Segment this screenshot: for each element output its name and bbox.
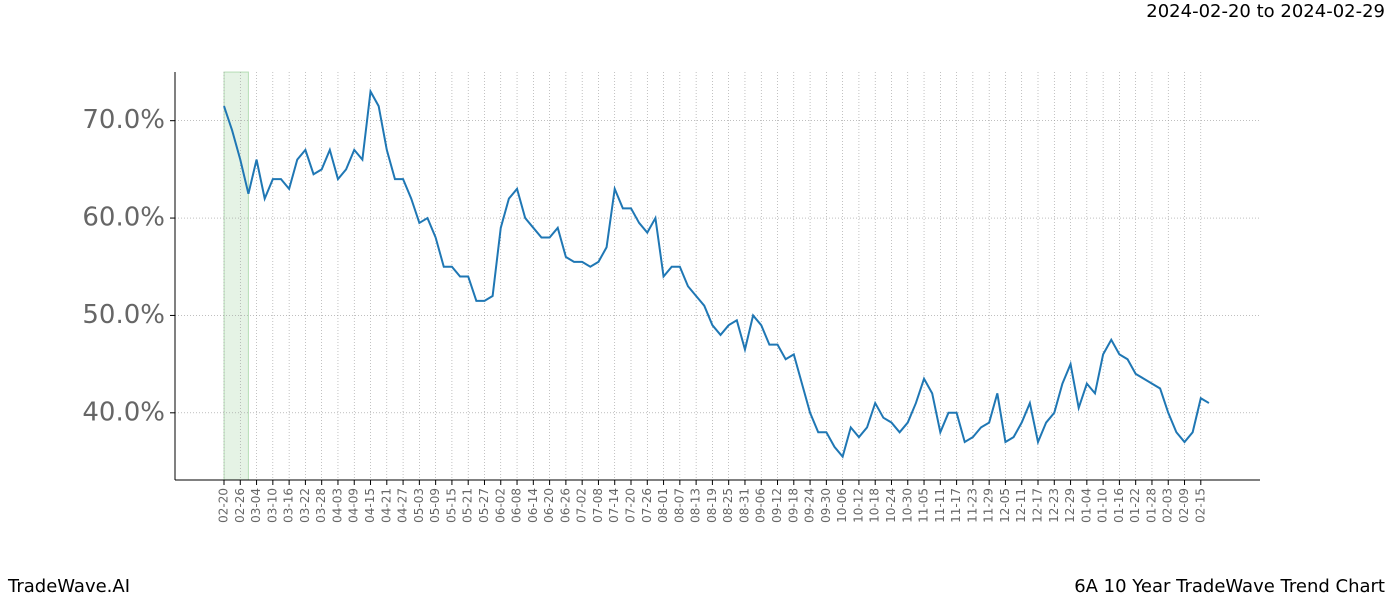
x-tick-label: 11-29 — [982, 488, 996, 523]
brand: TradeWave.AI — [7, 576, 130, 597]
x-tick-label: 03-28 — [314, 488, 328, 523]
x-tick-label: 06-08 — [510, 488, 524, 523]
x-tick-label: 06-26 — [558, 488, 572, 523]
x-tick-label: 03-22 — [298, 488, 312, 523]
x-tick-label: 08-31 — [737, 488, 751, 523]
x-tick-label: 10-12 — [851, 488, 865, 523]
x-tick-label: 03-10 — [265, 488, 279, 523]
x-tick-label: 01-10 — [1096, 488, 1110, 523]
x-tick-label: 06-14 — [526, 488, 540, 523]
x-tick-label: 11-23 — [965, 488, 979, 523]
x-tick-label: 05-21 — [461, 488, 475, 523]
x-tick-label: 03-16 — [282, 488, 296, 523]
x-tick-label: 10-24 — [884, 488, 898, 523]
x-tick-label: 01-16 — [1112, 488, 1126, 523]
x-tick-label: 07-26 — [640, 488, 654, 523]
x-tick-label: 02-26 — [233, 488, 247, 523]
x-tick-label: 04-09 — [347, 488, 361, 523]
x-tick-label: 01-22 — [1128, 488, 1142, 523]
y-tick-label: 60.0% — [82, 203, 165, 233]
x-tick-label: 10-06 — [835, 488, 849, 523]
x-tick-label: 01-04 — [1079, 488, 1093, 523]
x-tick-label: 08-07 — [672, 488, 686, 523]
x-tick-label: 06-02 — [493, 488, 507, 523]
x-tick-label: 12-29 — [1063, 488, 1077, 523]
x-tick-label: 08-25 — [721, 488, 735, 523]
x-tick-label: 09-18 — [786, 488, 800, 523]
x-tick-label: 04-03 — [330, 488, 344, 523]
x-tick-label: 09-24 — [803, 488, 817, 523]
x-tick-label: 12-11 — [1014, 488, 1028, 523]
x-tick-label: 01-28 — [1144, 488, 1158, 523]
x-tick-label: 07-08 — [591, 488, 605, 523]
x-tick-label: 11-17 — [949, 488, 963, 523]
x-tick-label: 04-27 — [396, 488, 410, 523]
x-tick-label: 02-03 — [1161, 488, 1175, 523]
x-tick-label: 04-15 — [363, 488, 377, 523]
x-tick-label: 05-27 — [477, 488, 491, 523]
x-tick-label: 10-18 — [868, 488, 882, 523]
x-tick-label: 11-05 — [917, 488, 931, 523]
x-tick-label: 06-20 — [542, 488, 556, 523]
x-tick-label: 10-30 — [900, 488, 914, 523]
x-tick-label: 12-05 — [998, 488, 1012, 523]
x-tick-label: 04-21 — [379, 488, 393, 523]
x-tick-label: 09-06 — [754, 488, 768, 523]
x-tick-label: 07-20 — [624, 488, 638, 523]
x-tick-label: 05-15 — [444, 488, 458, 523]
x-tick-label: 08-19 — [705, 488, 719, 523]
trend-line — [223, 88, 1210, 459]
x-tick-label: 05-03 — [412, 488, 426, 523]
x-tick-label: 07-02 — [575, 488, 589, 523]
y-tick-label: 40.0% — [82, 397, 165, 427]
x-tick-label: 02-15 — [1193, 488, 1207, 523]
y-tick-label: 50.0% — [82, 300, 165, 330]
x-tick-label: 12-23 — [1047, 488, 1061, 523]
x-tick-label: 07-14 — [607, 488, 621, 523]
y-tick-label: 70.0% — [82, 105, 165, 135]
x-tick-label: 08-13 — [689, 488, 703, 523]
date-range: 2024-02-20 to 2024-02-29 — [1146, 1, 1385, 22]
x-tick-label: 08-01 — [656, 488, 670, 523]
x-tick-label: 02-09 — [1177, 488, 1191, 523]
x-tick-label: 11-11 — [933, 488, 947, 523]
x-tick-label: 09-30 — [819, 488, 833, 523]
x-tick-label: 09-12 — [770, 488, 784, 523]
x-tick-label: 12-17 — [1031, 488, 1045, 523]
x-tick-label: 03-04 — [249, 488, 263, 523]
x-tick-label: 05-09 — [428, 488, 442, 523]
x-tick-label: 02-20 — [217, 488, 231, 523]
highlight-span — [223, 71, 249, 481]
chart-name: 6A 10 Year TradeWave Trend Chart — [1074, 576, 1385, 597]
